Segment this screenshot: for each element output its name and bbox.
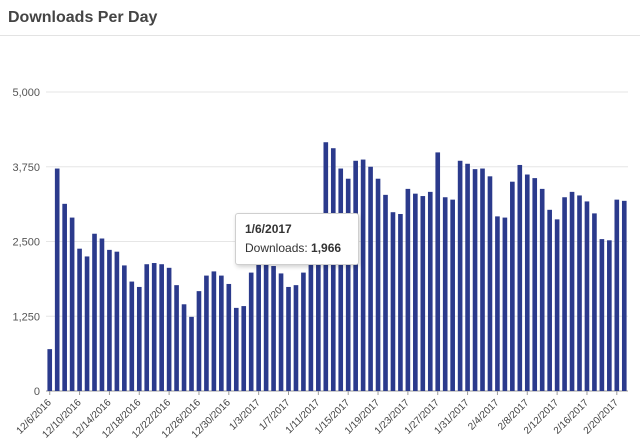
bar[interactable]: 1/21/2017: 2990 (390, 212, 396, 391)
tooltip-value: 1,966 (311, 241, 342, 255)
downloads-bar-chart: 0 1,250 2,500 3,750 5,000 12/6/2016: 70012/7… (12, 87, 628, 438)
bar[interactable]: 12/22/2016: 2060 (166, 267, 172, 391)
bar[interactable]: 2/8/2017: 3620 (524, 174, 530, 391)
bar[interactable]: 1/6/2017: 1966 (278, 273, 284, 391)
bar[interactable]: 2/7/2017: 3780 (517, 164, 523, 391)
bar[interactable]: 1/16/2017: 3850 (353, 160, 358, 391)
bar[interactable]: 12/20/2016: 2140 (151, 263, 157, 391)
gridlines (46, 91, 628, 392)
bar[interactable]: 1/18/2017: 3750 (368, 166, 373, 391)
bar[interactable]: 2/10/2017: 3380 (539, 188, 545, 391)
bar-series: 12/6/2016: 70012/7/2016: 372012/8/2016: … (47, 142, 627, 391)
x-tick-label: 1/3/2017 (227, 397, 263, 433)
panel-header: Downloads Per Day (0, 0, 640, 36)
bar[interactable]: 2/18/2017: 2540 (599, 239, 605, 391)
bar[interactable]: 12/13/2016: 2550 (99, 238, 105, 391)
bar[interactable]: 1/5/2017: 2090 (271, 266, 276, 391)
panel-title: Downloads Per Day (8, 9, 158, 26)
bar[interactable]: 12/29/2016: 1930 (219, 275, 224, 391)
bar[interactable]: 12/23/2016: 1770 (174, 285, 179, 391)
bar[interactable]: 12/9/2016: 2900 (69, 217, 75, 391)
bar[interactable]: 1/3/2017: 2130 (256, 263, 261, 391)
bar[interactable]: 12/11/2016: 2250 (84, 256, 90, 391)
bar[interactable]: 1/8/2017: 1770 (293, 285, 299, 391)
bar[interactable]: 12/12/2016: 2630 (92, 233, 97, 391)
bar[interactable]: 12/21/2016: 2120 (159, 264, 164, 391)
bar[interactable]: 2/12/2017: 2870 (554, 219, 560, 391)
bar[interactable]: 1/2/2017: 1980 (248, 272, 254, 391)
panel-divider (0, 35, 640, 36)
bar[interactable]: 1/12/2017: 4160 (323, 142, 329, 391)
bar[interactable]: 1/25/2017: 3260 (420, 196, 426, 391)
y-tick-label: 0 (34, 386, 40, 398)
bar[interactable]: 2/20/2017: 3200 (614, 199, 620, 391)
bar[interactable]: 2/5/2017: 2900 (502, 217, 508, 391)
bar[interactable]: 1/20/2017: 3280 (383, 194, 388, 391)
bar[interactable]: 1/23/2017: 3380 (405, 188, 411, 391)
tooltip-label: Downloads: (245, 241, 308, 255)
bar[interactable]: 12/7/2016: 3720 (54, 168, 60, 391)
bar[interactable]: 12/6/2016: 700 (47, 349, 53, 391)
bar[interactable]: 2/2/2017: 3720 (480, 168, 485, 391)
bar[interactable]: 1/15/2017: 3550 (345, 178, 351, 391)
bar[interactable]: 1/4/2017: 2150 (263, 262, 269, 391)
bar[interactable]: 2/15/2017: 3270 (577, 195, 582, 391)
y-tick-label: 1,250 (12, 311, 40, 323)
bar[interactable]: 12/10/2016: 2380 (77, 248, 82, 391)
bar[interactable]: 1/1/2017: 1420 (241, 306, 247, 391)
bar[interactable]: 2/1/2017: 3710 (472, 169, 478, 391)
bar[interactable]: 1/11/2017: 2170 (316, 261, 321, 391)
bar[interactable]: 12/26/2016: 1670 (196, 291, 202, 391)
bar[interactable]: 1/10/2017: 2140 (308, 263, 314, 391)
bar[interactable]: 12/19/2016: 2120 (144, 264, 150, 391)
bar[interactable]: 12/16/2016: 2100 (122, 265, 127, 391)
y-tick-label: 2,500 (12, 237, 40, 249)
bar[interactable]: 2/19/2017: 2520 (607, 240, 612, 391)
bar[interactable]: 12/14/2016: 2360 (107, 249, 112, 391)
bar[interactable]: 1/26/2017: 3330 (427, 191, 433, 391)
tooltip-date: 1/6/2017 (245, 222, 292, 236)
bar[interactable]: 12/30/2016: 1790 (226, 283, 232, 391)
bar[interactable]: 12/25/2016: 1240 (189, 316, 194, 391)
bar[interactable]: 2/16/2017: 3170 (584, 201, 590, 391)
bar[interactable]: 12/15/2016: 2330 (114, 251, 120, 391)
bar[interactable]: 1/19/2017: 3550 (375, 178, 381, 391)
bar[interactable]: 1/28/2017: 3240 (442, 197, 448, 391)
x-axis: 12/6/201612/10/201612/14/201612/18/20161… (15, 391, 621, 438)
bar[interactable]: 2/14/2017: 3330 (569, 191, 575, 391)
bar[interactable]: 12/8/2016: 3130 (62, 203, 67, 391)
bar[interactable]: 1/7/2017: 1740 (286, 286, 291, 391)
chart-tooltip: 1/6/2017 Downloads: 1,966 (235, 213, 359, 265)
bar[interactable]: 12/18/2016: 1740 (136, 286, 142, 391)
bar[interactable]: 12/27/2016: 1930 (204, 275, 209, 391)
x-tick-label: 2/4/2017 (466, 397, 502, 433)
bar[interactable]: 2/6/2017: 3500 (510, 181, 515, 391)
bar[interactable]: 1/31/2017: 3800 (465, 163, 470, 391)
bar[interactable]: 1/13/2017: 4060 (330, 148, 336, 391)
bar[interactable]: 1/17/2017: 3870 (360, 159, 366, 391)
bar[interactable]: 12/17/2016: 1830 (129, 281, 135, 391)
bar[interactable]: 12/31/2016: 1390 (233, 307, 239, 391)
tooltip-line: Downloads: 1,966 (245, 241, 341, 255)
bar[interactable]: 2/9/2017: 3560 (532, 178, 538, 391)
bar[interactable]: 1/22/2017: 2960 (398, 213, 403, 391)
bar[interactable]: 1/24/2017: 3300 (413, 193, 418, 391)
y-tick-label: 5,000 (12, 87, 40, 99)
bar[interactable]: 1/14/2017: 3720 (338, 168, 344, 391)
bar[interactable]: 2/11/2017: 3030 (547, 209, 552, 391)
bar[interactable]: 2/13/2017: 3240 (562, 197, 567, 391)
bar[interactable]: 1/27/2017: 3990 (435, 152, 441, 391)
bar[interactable]: 1/29/2017: 3200 (450, 199, 455, 391)
bar[interactable]: 12/28/2016: 2000 (211, 271, 217, 391)
bar[interactable]: 2/17/2017: 2970 (592, 213, 597, 391)
bar[interactable]: 1/30/2017: 3850 (457, 160, 463, 391)
bar[interactable]: 1/9/2017: 1980 (301, 272, 306, 391)
y-axis: 0 1,250 2,500 3,750 5,000 (12, 87, 40, 398)
y-tick-label: 3,750 (12, 162, 40, 174)
bar[interactable]: 2/4/2017: 2920 (495, 216, 500, 391)
bar[interactable]: 2/3/2017: 3590 (487, 176, 493, 391)
bar[interactable]: 2/21/2017: 3180 (621, 200, 627, 391)
bar[interactable]: 12/24/2016: 1450 (181, 304, 187, 391)
